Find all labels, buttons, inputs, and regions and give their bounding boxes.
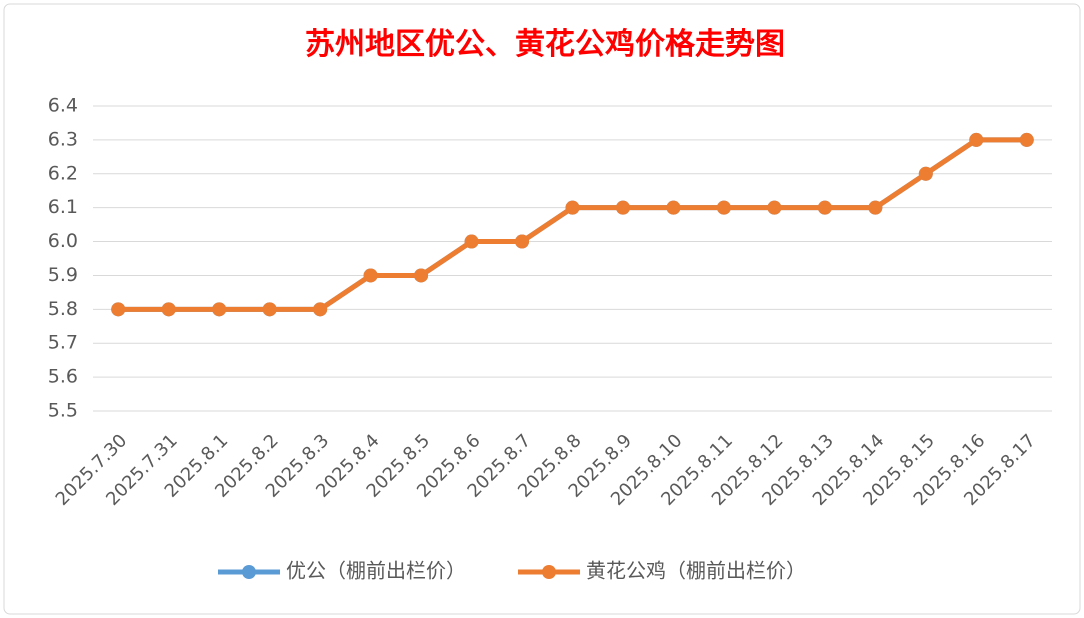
marker bbox=[161, 302, 176, 317]
marker bbox=[363, 268, 378, 283]
marker bbox=[111, 302, 126, 317]
marker bbox=[716, 200, 731, 215]
marker bbox=[817, 200, 832, 215]
y-tick-label: 6.2 bbox=[48, 162, 78, 184]
legend-label: 黄花公鸡（棚前出栏价） bbox=[586, 559, 806, 583]
marker bbox=[515, 234, 530, 249]
marker bbox=[666, 200, 681, 215]
legend-label: 优公（棚前出栏价） bbox=[286, 559, 466, 583]
marker bbox=[212, 302, 227, 317]
marker bbox=[414, 268, 429, 283]
y-tick-label: 6.4 bbox=[48, 95, 78, 117]
marker bbox=[615, 200, 630, 215]
legend-marker bbox=[242, 565, 256, 579]
marker bbox=[969, 132, 984, 147]
y-tick-label: 5.9 bbox=[48, 264, 78, 286]
y-tick-label: 5.6 bbox=[48, 366, 78, 388]
y-tick-label: 6.1 bbox=[48, 196, 78, 218]
y-tick-label: 6.0 bbox=[48, 230, 78, 252]
marker bbox=[767, 200, 782, 215]
chart-title: 苏州地区优公、黄花公鸡价格走势图 bbox=[305, 27, 785, 62]
y-tick-label: 5.5 bbox=[48, 400, 78, 422]
marker bbox=[464, 234, 479, 249]
marker bbox=[262, 302, 277, 317]
marker bbox=[313, 302, 328, 317]
marker bbox=[868, 200, 883, 215]
y-tick-label: 5.7 bbox=[48, 332, 78, 354]
marker bbox=[565, 200, 580, 215]
marker bbox=[1019, 132, 1034, 147]
legend-marker bbox=[542, 565, 556, 579]
y-tick-label: 6.3 bbox=[48, 128, 78, 150]
marker bbox=[918, 166, 933, 181]
y-tick-label: 5.8 bbox=[48, 298, 78, 320]
